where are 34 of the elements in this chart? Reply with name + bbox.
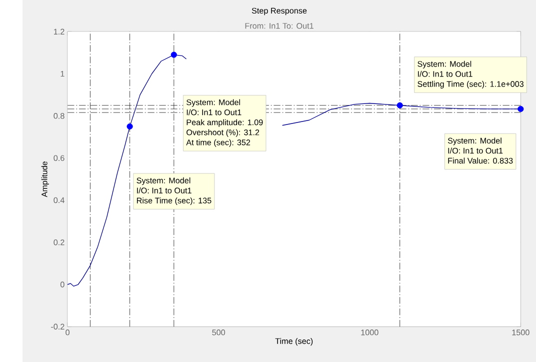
- x-tick-label: 1500: [512, 330, 530, 336]
- y-tick-label: 1: [60, 70, 64, 76]
- point: [126, 123, 133, 130]
- y-tick-label: 0.4: [54, 197, 64, 204]
- annotation: System: Model: [448, 138, 502, 146]
- point: [396, 102, 403, 108]
- y-tick-label: 0: [60, 282, 64, 288]
- annotation: Rise Time (sec): 135: [136, 197, 212, 205]
- chart-subtitle: From: In1 To: Out1: [245, 22, 314, 29]
- annotation: I/O: In1 to Out1: [137, 187, 192, 194]
- x-tick-label: 1000: [361, 330, 378, 336]
- annotation: System: Model: [136, 177, 190, 185]
- y-tick-label: 0.2: [54, 239, 64, 246]
- annotation: I/O: In1 to Out1: [418, 70, 472, 77]
- y-axis-title: Amplitude: [41, 161, 49, 198]
- annotation: Final Value: 0.833: [448, 158, 513, 164]
- point: [518, 106, 524, 112]
- x-tick-label: 0: [66, 330, 70, 336]
- annotation: System: Model: [418, 60, 472, 68]
- y-tick-label: 0.8: [54, 112, 64, 119]
- annotation: Overshoot (%): 31.2: [186, 129, 260, 137]
- y-tick-label: -0.2: [51, 324, 64, 330]
- y-tick-label: 0.6: [54, 155, 64, 161]
- annotation: At time (sec): 352: [186, 139, 250, 147]
- annotation: I/O: In1 to Out1: [186, 109, 242, 116]
- annotation: Settling Time (sec): 1.1e+003: [418, 80, 524, 88]
- x-tick-label: 500: [212, 330, 226, 336]
- annotation: System: Model: [186, 99, 240, 107]
- annotation: I/O: In1 to Out1: [448, 148, 503, 154]
- point: [170, 52, 177, 58]
- x-axis-title: Time (sec): [275, 338, 313, 346]
- chart-title: Step Response: [252, 8, 307, 16]
- annotation: Peak amplitude: 1.09: [186, 119, 263, 127]
- y-tick-label: 1.2: [54, 28, 64, 34]
